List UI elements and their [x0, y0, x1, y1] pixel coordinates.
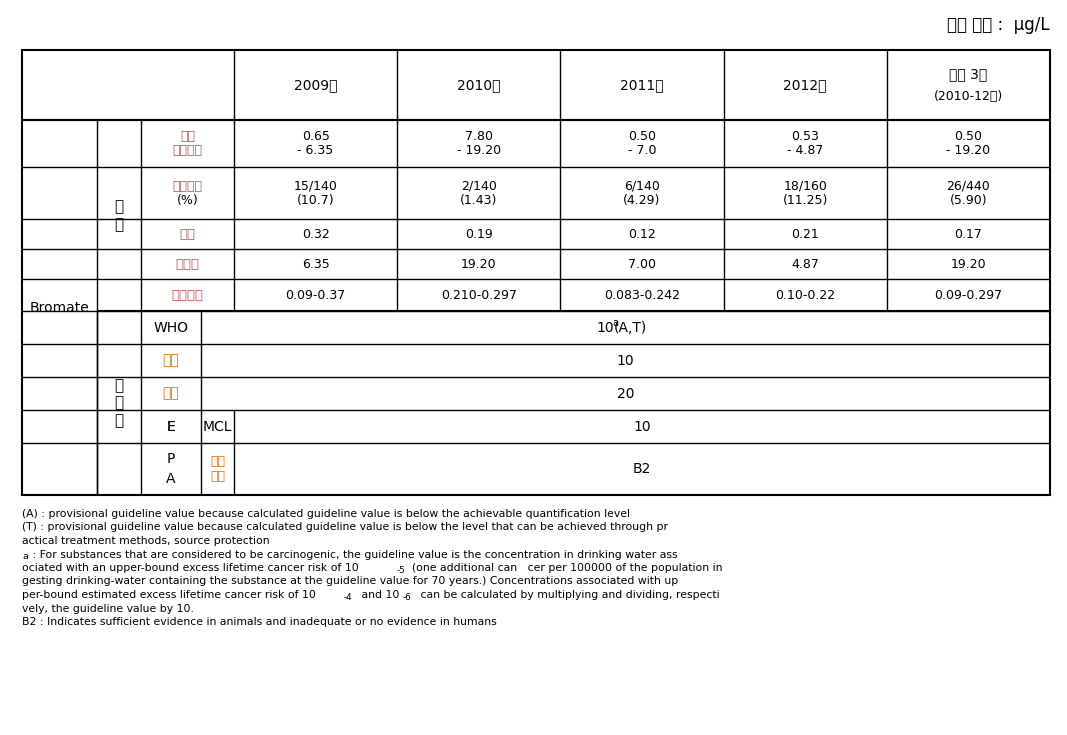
Text: 평균: 평균: [179, 228, 195, 240]
Text: -4: -4: [344, 593, 352, 602]
Text: MCL: MCL: [203, 420, 233, 434]
Text: -5: -5: [397, 566, 405, 575]
Text: (one additional can   cer per 100000 of the population in: (one additional can cer per 100000 of th…: [412, 563, 722, 573]
Text: a: a: [612, 318, 619, 328]
Text: A: A: [166, 472, 176, 486]
Text: (1.43): (1.43): [460, 193, 497, 207]
Text: 2011년: 2011년: [620, 78, 664, 92]
Text: 26/440: 26/440: [946, 179, 990, 193]
Text: 10: 10: [617, 354, 634, 368]
Text: a: a: [22, 552, 28, 561]
Text: 0.083-0.242: 0.083-0.242: [604, 289, 680, 301]
Text: (T) : provisional guideline value because calculated guideline value is below th: (T) : provisional guideline value becaus…: [22, 523, 668, 532]
Text: - 19.20: - 19.20: [946, 144, 990, 157]
Text: 19.20: 19.20: [951, 257, 986, 270]
Text: 발암
그룹: 발암 그룹: [210, 455, 225, 483]
Text: 0.32: 0.32: [302, 228, 330, 240]
Text: B2 : Indicates sufficient evidence in animals and inadequate or no evidence in h: B2 : Indicates sufficient evidence in an…: [22, 617, 497, 627]
Text: E: E: [166, 420, 175, 434]
Text: vely, the guideline value by 10.: vely, the guideline value by 10.: [22, 603, 194, 614]
Text: per-bound estimated excess lifetime cancer risk of 10: per-bound estimated excess lifetime canc…: [22, 590, 316, 600]
Text: 0.09-0.297: 0.09-0.297: [935, 289, 1003, 301]
Text: can be calculated by multiplying and dividing, respecti: can be calculated by multiplying and div…: [417, 590, 719, 600]
Text: 최대값: 최대값: [175, 257, 200, 270]
Text: - 7.0: - 7.0: [627, 144, 656, 157]
Text: 기
준
값: 기 준 값: [114, 378, 124, 428]
Text: Bromate: Bromate: [30, 301, 90, 315]
Text: - 19.20: - 19.20: [457, 144, 500, 157]
Text: 2012년: 2012년: [783, 78, 827, 92]
Text: 0.53: 0.53: [792, 130, 819, 143]
Text: ociated with an upper-bound excess lifetime cancer risk of 10: ociated with an upper-bound excess lifet…: [22, 563, 359, 573]
Text: 4.87: 4.87: [792, 257, 819, 270]
Text: 0.50: 0.50: [628, 130, 656, 143]
Text: P: P: [166, 452, 175, 466]
Text: - 4.87: - 4.87: [787, 144, 824, 157]
Text: 0.17: 0.17: [955, 228, 983, 240]
Text: 2/140: 2/140: [461, 179, 497, 193]
Text: 19.20: 19.20: [461, 257, 496, 270]
Text: 2010년: 2010년: [457, 78, 500, 92]
Text: 7.00: 7.00: [628, 257, 656, 270]
Text: 18/160: 18/160: [783, 179, 827, 193]
Text: 검출: 검출: [180, 130, 195, 143]
Text: E: E: [166, 420, 175, 434]
Text: (A,T): (A,T): [614, 320, 647, 334]
Text: : For substances that are considered to be carcinogenic, the guideline value is : : For substances that are considered to …: [29, 550, 678, 559]
Text: - 6.35: - 6.35: [298, 144, 334, 157]
Text: 0.19: 0.19: [465, 228, 493, 240]
Text: 0.65: 0.65: [302, 130, 330, 143]
Text: (A) : provisional guideline value because calculated guideline value is below th: (A) : provisional guideline value becaus…: [22, 509, 630, 519]
Text: 농도범위: 농도범위: [173, 144, 203, 157]
Text: 10: 10: [596, 320, 615, 334]
Text: (5.90): (5.90): [950, 193, 987, 207]
Text: 검출빈도: 검출빈도: [173, 179, 203, 193]
Bar: [22, 50, 1050, 495]
Text: (11.25): (11.25): [782, 193, 828, 207]
Text: 0.50: 0.50: [954, 130, 983, 143]
Text: 6/140: 6/140: [624, 179, 659, 193]
Text: WHO: WHO: [154, 320, 189, 334]
Text: 농도 단위 :  μg/L: 농도 단위 : μg/L: [947, 16, 1050, 34]
Text: (%): (%): [177, 193, 198, 207]
Text: 호주: 호주: [162, 387, 179, 401]
Text: gesting drinking-water containing the substance at the guideline value for 70 ye: gesting drinking-water containing the su…: [22, 576, 679, 587]
Text: 15/140: 15/140: [293, 179, 337, 193]
Text: 6.35: 6.35: [302, 257, 330, 270]
Text: 0.09-0.37: 0.09-0.37: [286, 289, 346, 301]
Text: 0.10-0.22: 0.10-0.22: [775, 289, 835, 301]
Text: 20: 20: [617, 387, 634, 401]
Text: (10.7): (10.7): [297, 193, 334, 207]
Text: 7.80: 7.80: [465, 130, 493, 143]
Text: (4.29): (4.29): [623, 193, 660, 207]
Text: 최근 3년: 최근 3년: [950, 67, 988, 81]
Text: B2: B2: [633, 462, 651, 476]
Text: (2010-12년): (2010-12년): [934, 90, 1003, 102]
Text: 0.210-0.297: 0.210-0.297: [441, 289, 516, 301]
Text: 정
수: 정 수: [114, 199, 124, 232]
Text: -6: -6: [403, 593, 412, 602]
Text: 2009년: 2009년: [293, 78, 337, 92]
Text: 10: 10: [633, 420, 651, 434]
Text: 0.12: 0.12: [628, 228, 656, 240]
Text: 일본: 일본: [162, 354, 179, 368]
Text: and 10: and 10: [359, 590, 399, 600]
Text: actical treatment methods, source protection: actical treatment methods, source protec…: [22, 536, 270, 546]
Text: 검출한계: 검출한계: [172, 289, 204, 301]
Text: 0.21: 0.21: [792, 228, 819, 240]
